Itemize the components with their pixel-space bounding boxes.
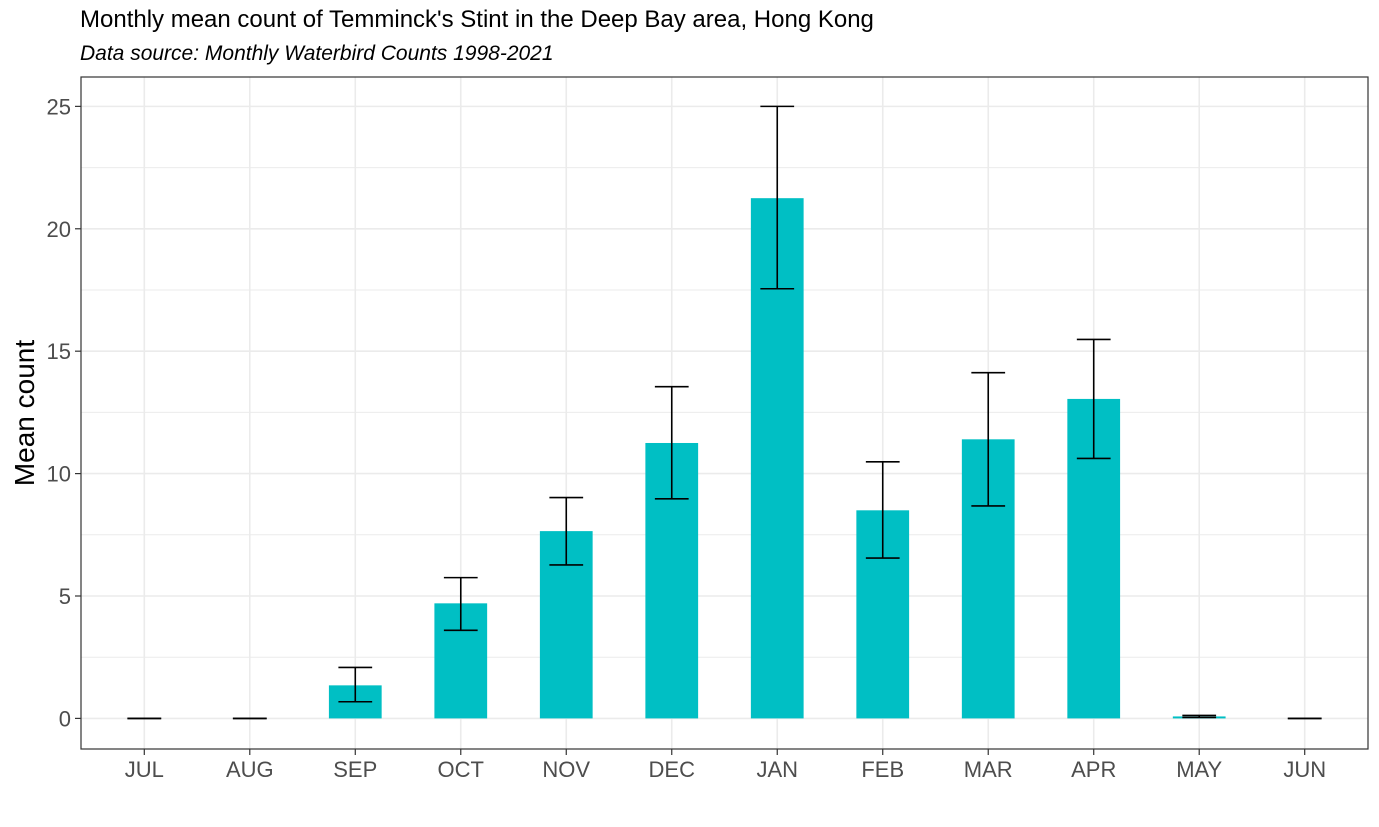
error-bar-feb <box>865 461 900 559</box>
error-bars <box>127 105 1322 720</box>
x-tick-label-may: MAY <box>1176 757 1222 782</box>
chart-title: Monthly mean count of Temminck's Stint i… <box>80 6 874 33</box>
y-tick-label: 25 <box>47 94 71 119</box>
y-tick-label: 0 <box>59 706 71 731</box>
error-bar-may <box>1182 714 1217 719</box>
x-tick-label-feb: FEB <box>861 757 904 782</box>
x-tick-label-jun: JUN <box>1283 757 1326 782</box>
x-tick-label-jan: JAN <box>756 757 798 782</box>
chart-subtitle: Data source: Monthly Waterbird Counts 19… <box>80 42 554 65</box>
x-tick-label-aug: AUG <box>226 757 274 782</box>
y-axis-ticks: 0 5 10 15 20 25 <box>47 94 81 731</box>
error-bar-nov <box>549 496 584 566</box>
error-bar-oct <box>443 576 478 632</box>
x-tick-label-mar: MAR <box>964 757 1013 782</box>
y-tick-label: 10 <box>47 462 71 487</box>
x-tick-label-jul: JUL <box>125 757 164 782</box>
major-gridlines <box>81 77 1368 749</box>
x-tick-label-apr: APR <box>1071 757 1116 782</box>
error-bar-apr <box>1076 338 1111 460</box>
x-tick-label-dec: DEC <box>649 757 696 782</box>
error-bar-jan <box>760 105 795 290</box>
minor-gridlines <box>81 167 1368 658</box>
error-bar-sep <box>338 666 373 703</box>
x-tick-label-oct: OCT <box>438 757 484 782</box>
error-bar-mar <box>971 371 1006 507</box>
y-tick-label: 5 <box>59 584 71 609</box>
x-tick-label-nov: NOV <box>542 757 590 782</box>
y-tick-label: 20 <box>47 217 71 242</box>
x-tick-label-sep: SEP <box>333 757 377 782</box>
y-tick-label: 15 <box>47 339 71 364</box>
panel-border <box>80 76 1369 750</box>
x-axis-ticks: JUL AUG SEP OCT NOV DEC JAN FEB MAR APR MAY JUN <box>125 749 1326 782</box>
y-axis-title: Mean count <box>9 340 40 487</box>
error-bar-dec <box>654 385 689 500</box>
